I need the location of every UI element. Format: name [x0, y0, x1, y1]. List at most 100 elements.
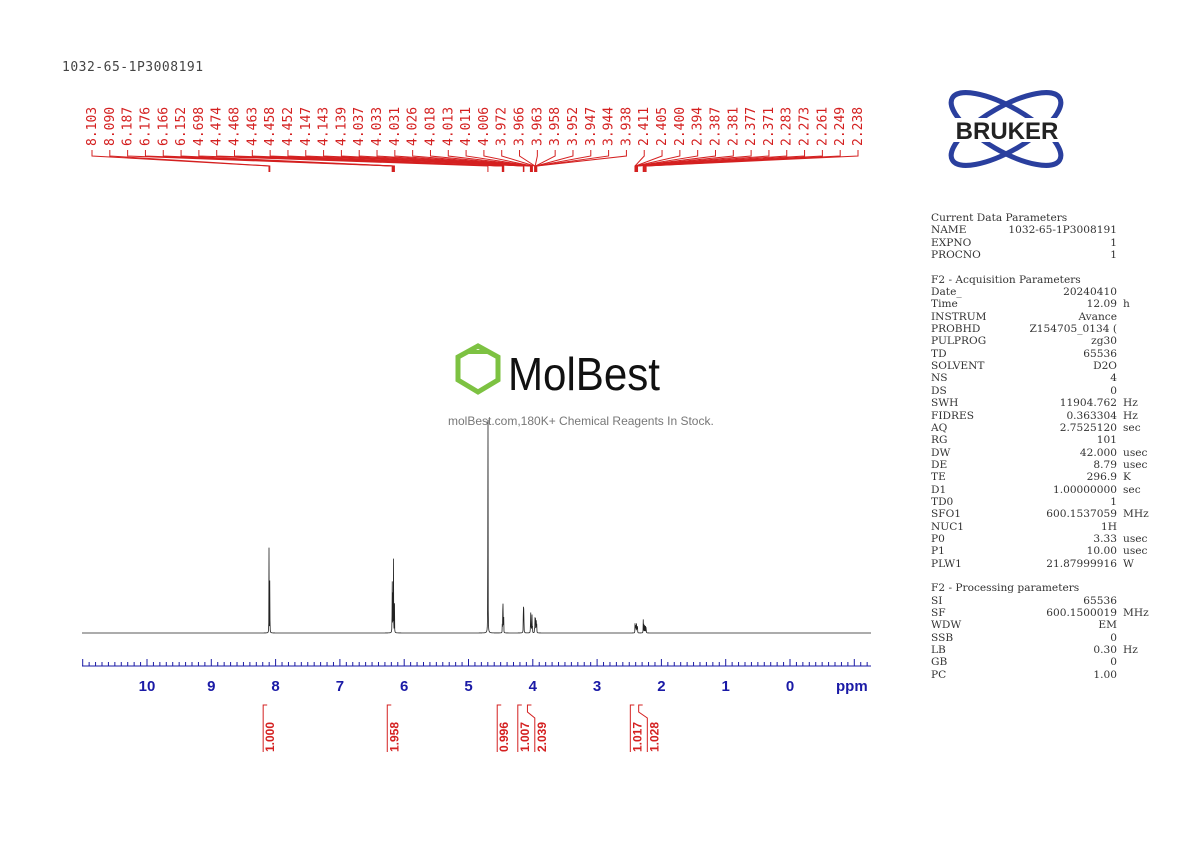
watermark-caption: molBest.com,180K+ Chemical Reagents In S…	[448, 414, 714, 428]
param-unit	[1117, 521, 1123, 533]
param-unit	[1117, 348, 1123, 360]
peak-label: 4.468	[228, 107, 243, 146]
peak-label: 2.377	[744, 107, 759, 146]
integral-bracket	[517, 704, 522, 752]
bruker-logo: BRUKER	[924, 90, 1090, 168]
param-value: 101	[1096, 434, 1117, 447]
param-key: P1	[931, 545, 945, 558]
x-tick-label: 4	[529, 678, 538, 695]
peak-label: 3.972	[495, 107, 510, 146]
peak-label: 4.474	[210, 107, 225, 146]
param-key: PLW1	[931, 557, 962, 570]
param-unit: K	[1123, 471, 1131, 484]
param-key: TD0	[931, 495, 954, 508]
param-key: DE	[931, 458, 948, 471]
param-row: D1 1.00000000 sec	[931, 484, 1149, 496]
peak-label: 6.152	[174, 107, 189, 146]
param-value: 8.79	[1093, 458, 1117, 471]
molbest-logo-text: MolBest	[508, 348, 660, 400]
param-value: 21.87999916	[1046, 557, 1117, 570]
param-unit: usec	[1123, 458, 1148, 471]
param-row: NS 4	[931, 372, 1149, 384]
peak-label: 4.452	[281, 107, 296, 146]
param-row: SF 600.1500019 MHz	[931, 607, 1149, 619]
param-value: 3.33	[1093, 532, 1117, 545]
x-axis: 10 9 8 7 6 5 4 3 2 1 0	[82, 659, 871, 695]
integral-value: 1.000	[263, 722, 277, 752]
peak-label-leader	[180, 150, 395, 172]
param-value: 11904.762	[1059, 397, 1117, 410]
peak-label-leader	[643, 150, 806, 172]
param-value: 1.00000000	[1052, 483, 1117, 496]
param-unit: Hz	[1123, 397, 1138, 410]
param-unit	[1117, 632, 1123, 644]
param-unit: usec	[1123, 545, 1148, 558]
integral-bracket	[638, 704, 648, 752]
peak-label-leader	[637, 150, 770, 172]
param-key: TE	[931, 471, 946, 484]
x-tick-label: 8	[271, 678, 279, 695]
param-row: DE 8.79 usec	[931, 459, 1149, 471]
param-value: zg30	[1091, 335, 1117, 348]
peak-label: 4.031	[388, 107, 403, 146]
param-value: 0.363304	[1066, 409, 1117, 422]
param-value: 600.1500019	[1046, 607, 1117, 619]
param-value: 1	[1110, 249, 1117, 262]
param-row: SSB 0	[931, 632, 1149, 644]
spectrum-trace	[82, 420, 871, 634]
peak-label: 6.166	[156, 107, 171, 146]
peak-label: 3.952	[566, 107, 581, 146]
param-key: EXPNO	[931, 236, 972, 249]
peak-label: 6.187	[121, 107, 136, 146]
param-row: PLW1 21.87999916 W	[931, 558, 1149, 570]
param-value: 1	[1110, 236, 1117, 249]
param-unit: sec	[1123, 421, 1141, 434]
param-row: EXPNO 1	[931, 237, 1149, 249]
peak-label: 2.283	[780, 107, 795, 146]
param-unit	[1117, 656, 1123, 668]
param-row: DW 42.000 usec	[931, 447, 1149, 459]
param-key: SWH	[931, 397, 959, 410]
param-row: SI 65536	[931, 595, 1149, 607]
param-row: P0 3.33 usec	[931, 533, 1149, 545]
param-section-header: Current Data Parameters	[931, 212, 1068, 224]
param-row: PULPROG zg30	[931, 335, 1149, 347]
param-key: WDW	[931, 619, 962, 632]
param-key: P0	[931, 532, 945, 545]
peak-label: 4.033	[370, 107, 385, 146]
param-value: 0.30	[1093, 644, 1117, 657]
peak-label: 2.387	[708, 107, 723, 146]
param-row: NAME 1032-65-1P3008191	[931, 224, 1149, 236]
peak-label: 4.006	[477, 107, 492, 146]
param-key: GB	[931, 656, 948, 669]
peak-label: 4.011	[459, 107, 474, 146]
param-unit	[1117, 669, 1123, 681]
peak-labels: 8.103 8.090 6.187 6.176 6.166 6.152 4.698 4.474…	[85, 107, 866, 172]
param-unit	[1117, 311, 1123, 323]
param-value: 65536	[1083, 594, 1117, 607]
param-row: TD0 1	[931, 496, 1149, 508]
param-unit: MHz	[1123, 508, 1149, 521]
peak-label: 2.405	[655, 107, 670, 146]
param-value: 0	[1110, 631, 1117, 644]
peak-label-leader	[91, 150, 270, 172]
param-value: D2O	[1093, 360, 1117, 373]
param-row: GB 0	[931, 656, 1149, 668]
param-row: PC 1.00	[931, 669, 1149, 681]
integrals: 1.000 1.958 0.996 1.007 2.039 1.017 1.028	[262, 704, 661, 752]
integral-bracket	[629, 704, 635, 752]
peak-label: 4.698	[192, 107, 207, 146]
param-value: Avance	[1078, 310, 1117, 323]
x-tick-label: 10	[139, 678, 156, 695]
param-row: DS 0	[931, 385, 1149, 397]
x-axis-label: ppm	[836, 678, 868, 695]
peak-label: 2.371	[762, 107, 777, 146]
peak-label: 4.139	[334, 107, 349, 146]
param-unit: MHz	[1123, 607, 1149, 619]
peak-label-leader	[287, 150, 505, 172]
param-unit: h	[1123, 298, 1130, 311]
param-unit	[1117, 249, 1123, 261]
param-row: Date_ 20240410	[931, 286, 1149, 298]
param-key: DW	[931, 446, 951, 459]
peak-label-leader	[198, 150, 489, 172]
